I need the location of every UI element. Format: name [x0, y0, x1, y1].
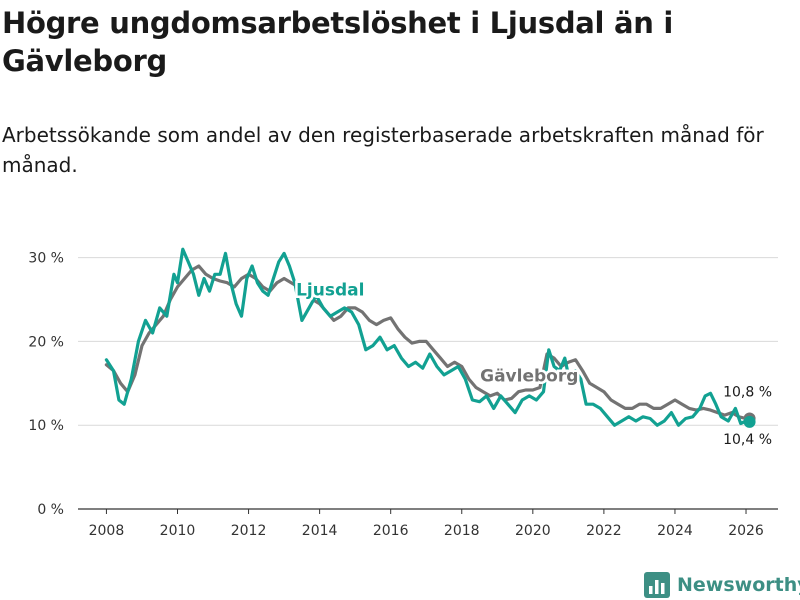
x-tick-label: 2008	[89, 523, 125, 539]
x-tick-label: 2014	[302, 523, 338, 539]
brand-name: Newsworthy	[677, 574, 800, 596]
series-line-ljusdal	[104, 247, 752, 427]
x-tick-label: 2024	[657, 523, 693, 539]
end-label-gävleborg: 10,8 %	[723, 384, 772, 400]
series-line-gävleborg	[104, 264, 752, 421]
x-tick-label: 2022	[586, 523, 622, 539]
axes: 0 % 10 % 20 % 30 % 2008 2010 2012 2014 2016 2018 2…	[28, 251, 778, 539]
chart-labels: Ljusdal Gävleborg 10,8 % 10,4 %	[294, 278, 774, 450]
brand-logo: Newsworthy	[644, 570, 800, 600]
x-tick-label: 2012	[231, 523, 267, 539]
x-tick-label: 2020	[515, 523, 551, 539]
y-tick-label: 30 %	[28, 251, 64, 267]
end-point-ljusdal	[743, 415, 756, 428]
y-tick-label: 10 %	[28, 418, 64, 434]
end-label-ljusdal: 10,4 %	[723, 432, 772, 448]
series-group	[104, 247, 756, 428]
x-tick-label: 2016	[373, 523, 409, 539]
bar-chart-logo-icon	[644, 572, 670, 598]
series-label-ljusdal: Ljusdal	[296, 280, 364, 300]
x-tick-label: 2026	[728, 523, 764, 539]
chart-subtitle: Arbetssökande som andel av den registerb…	[2, 123, 764, 177]
series-label-gävleborg: Gävleborg	[480, 367, 578, 387]
y-tick-label: 20 %	[28, 334, 64, 350]
x-tick-label: 2018	[444, 523, 480, 539]
chart-title: Högre ungdomsarbetslöshet i Ljusdal än i…	[2, 6, 674, 78]
y-tick-label: 0 %	[37, 502, 64, 518]
x-tick-label: 2010	[160, 523, 196, 539]
